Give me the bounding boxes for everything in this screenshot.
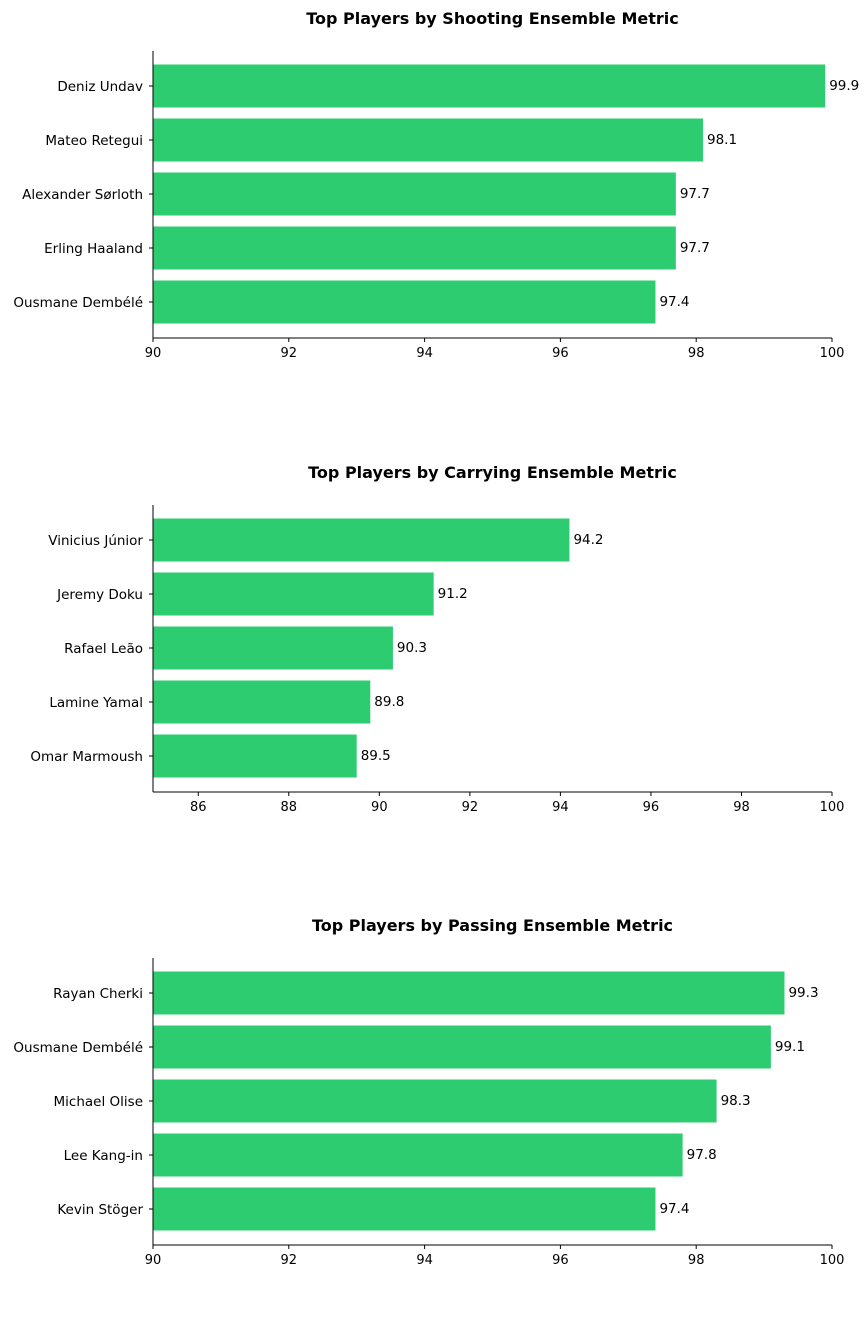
x-tick-label: 100 <box>820 800 845 815</box>
bar <box>153 1187 656 1231</box>
x-tick-label: 98 <box>733 800 750 815</box>
x-tick-label: 96 <box>643 800 660 815</box>
chart-title: Top Players by Carrying Ensemble Metric <box>308 463 677 482</box>
value-label: 90.3 <box>397 640 427 656</box>
bar <box>153 518 570 562</box>
value-label: 97.8 <box>687 1147 717 1163</box>
category-label: Lamine Yamal <box>49 695 143 711</box>
category-label: Michael Olise <box>54 1094 143 1110</box>
x-tick-label: 96 <box>552 346 569 361</box>
chart-1: Top Players by Carrying Ensemble Metric V… <box>30 463 845 815</box>
value-label: 91.2 <box>438 586 468 602</box>
x-tick-label: 90 <box>145 346 162 361</box>
bar <box>153 971 785 1015</box>
chart-title: Top Players by Passing Ensemble Metric <box>312 916 673 935</box>
bar <box>153 118 703 162</box>
value-label: 99.1 <box>775 1039 805 1055</box>
value-label: 98.1 <box>707 132 737 148</box>
category-label: Rayan Cherki <box>53 986 143 1002</box>
category-label: Alexander Sørloth <box>22 187 143 203</box>
value-label: 97.4 <box>659 1201 689 1217</box>
value-label: 97.4 <box>659 294 689 310</box>
x-tick-label: 88 <box>281 800 298 815</box>
bar <box>153 64 826 108</box>
category-label: Ousmane Dembélé <box>13 295 143 311</box>
value-label: 89.5 <box>361 748 391 764</box>
x-tick-label: 94 <box>552 800 569 815</box>
bar <box>153 734 357 778</box>
category-label: Jeremy Doku <box>56 587 143 603</box>
x-tick-label: 100 <box>820 346 845 361</box>
value-label: 99.3 <box>788 985 818 1001</box>
bar <box>153 626 393 670</box>
category-label: Ousmane Dembélé <box>13 1040 143 1056</box>
x-tick-label: 98 <box>688 346 705 361</box>
category-label: Rafael Leão <box>64 641 143 657</box>
category-label: Omar Marmoush <box>30 749 143 765</box>
category-label: Lee Kang-in <box>64 1148 143 1164</box>
x-tick-label: 90 <box>371 800 388 815</box>
category-label: Deniz Undav <box>57 79 143 95</box>
chart-title: Top Players by Shooting Ensemble Metric <box>306 9 679 28</box>
value-label: 97.7 <box>680 240 710 256</box>
category-label: Kevin Stöger <box>57 1202 143 1218</box>
bar <box>153 1079 717 1123</box>
value-label: 94.2 <box>573 532 603 548</box>
x-tick-label: 98 <box>688 1253 705 1268</box>
x-tick-label: 86 <box>190 800 207 815</box>
value-label: 99.9 <box>829 78 859 94</box>
bar <box>153 172 676 216</box>
value-label: 97.7 <box>680 186 710 202</box>
x-tick-label: 92 <box>281 1253 298 1268</box>
bar <box>153 572 434 616</box>
x-tick-label: 92 <box>281 346 298 361</box>
bar <box>153 1133 683 1177</box>
category-label: Erling Haaland <box>44 241 143 257</box>
chart-2: Top Players by Passing Ensemble Metric Ra… <box>13 916 845 1268</box>
value-label: 89.8 <box>374 694 404 710</box>
x-tick-label: 94 <box>416 346 433 361</box>
x-tick-label: 94 <box>416 1253 433 1268</box>
bar <box>153 226 676 270</box>
chart-0: Top Players by Shooting Ensemble Metric D… <box>13 9 859 361</box>
bar <box>153 1025 771 1069</box>
x-tick-label: 96 <box>552 1253 569 1268</box>
x-tick-label: 100 <box>820 1253 845 1268</box>
x-tick-label: 90 <box>145 1253 162 1268</box>
charts-figure: Top Players by Shooting Ensemble Metric D… <box>13 9 859 1268</box>
value-label: 98.3 <box>721 1093 751 1109</box>
x-tick-label: 92 <box>462 800 479 815</box>
bar <box>153 280 656 324</box>
bar <box>153 680 371 724</box>
category-label: Mateo Retegui <box>45 133 143 149</box>
category-label: Vinicius Júnior <box>48 533 143 549</box>
